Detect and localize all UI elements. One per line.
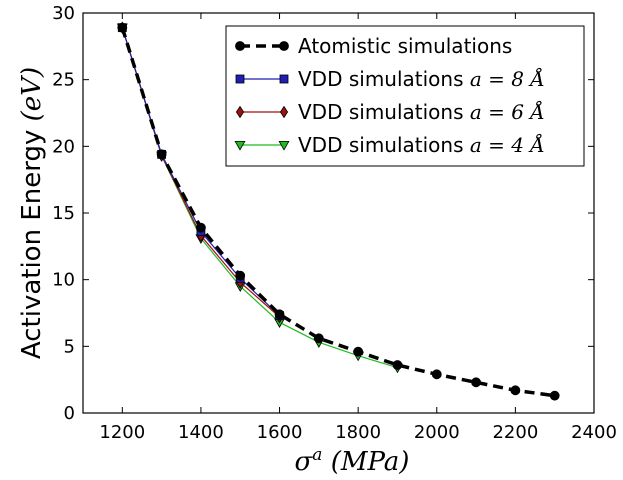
data-point (431, 369, 442, 380)
x-tick-label: 2200 (492, 422, 538, 443)
y-tick-label: 10 (52, 270, 75, 291)
legend-label-text: VDD simulations (298, 100, 470, 124)
legend-label: VDD simulations a = 6 Å (298, 99, 545, 124)
x-tick-label: 1800 (335, 422, 381, 443)
data-point (196, 222, 206, 233)
data-point (274, 309, 285, 320)
y-tick-label: 25 (52, 70, 75, 91)
data-point (156, 149, 167, 160)
y-label-text: Activation Energy (17, 121, 47, 359)
x-tick-label: 1600 (257, 422, 303, 443)
legend-label-var: a (470, 133, 482, 157)
data-point (353, 346, 364, 357)
x-tick-label: 1400 (178, 422, 224, 443)
data-point (392, 360, 403, 370)
data-point (549, 390, 560, 401)
y-tick-label: 30 (52, 3, 75, 24)
x-label-superscript: a (312, 445, 322, 465)
legend-entry: VDD simulations a = 6 Å (235, 99, 545, 124)
x-axis-label: σa (MPa) (295, 445, 410, 477)
legend-entry: Atomistic simulations (235, 34, 512, 58)
data-point (313, 333, 324, 344)
legend-entry: VDD simulations a = 4 Å (234, 132, 545, 157)
y-tick-label: 0 (64, 403, 75, 424)
legend-label-text: VDD simulations (298, 67, 470, 91)
y-label-unit: (eV) (17, 67, 47, 121)
y-tick-label: 20 (52, 136, 75, 157)
legend-label-eq: = 6 Å (482, 99, 545, 124)
legend-label: VDD simulations a = 8 Å (298, 66, 545, 91)
data-point (117, 22, 128, 33)
x-tick-label: 2400 (571, 422, 617, 443)
data-point (471, 377, 481, 388)
legend-label: VDD simulations a = 4 Å (298, 132, 545, 157)
legend-label: Atomistic simulations (298, 34, 512, 58)
legend-label-eq: = 8 Å (482, 66, 545, 91)
y-tick-label: 5 (64, 336, 75, 357)
legend-marker (235, 105, 245, 119)
legend-marker (278, 140, 290, 151)
tick-layer: 1200 1400 1600 1800 2000 2200 2400 0 5 10 15 20 25 30 (52, 3, 617, 443)
x-label-sigma: σ (295, 447, 314, 477)
legend-marker (279, 74, 289, 84)
x-label-unit: (MPa) (322, 447, 409, 477)
legend-marker (279, 105, 289, 119)
x-tick-label: 1200 (99, 422, 145, 443)
legend-marker (235, 41, 245, 51)
y-tick-label: 15 (52, 203, 75, 224)
legend-marker (235, 74, 245, 84)
y-axis-label: Activation Energy (eV) (17, 67, 47, 359)
legend-label-text: VDD simulations (298, 133, 470, 157)
series-0 (117, 22, 560, 401)
legend: Atomistic simulations VDD simulations a =… (225, 25, 585, 167)
x-tick-label: 2000 (414, 422, 460, 443)
data-point (235, 270, 246, 281)
legend-marker (279, 41, 289, 51)
legend-marker (234, 140, 246, 151)
legend-entry: VDD simulations a = 8 Å (235, 66, 545, 91)
data-point (510, 385, 521, 396)
series-line (120, 27, 555, 398)
legend-label-var: a (470, 67, 482, 91)
legend-label-eq: = 4 Å (482, 132, 545, 157)
legend-label-var: a (470, 100, 482, 124)
series-layer (116, 21, 560, 401)
